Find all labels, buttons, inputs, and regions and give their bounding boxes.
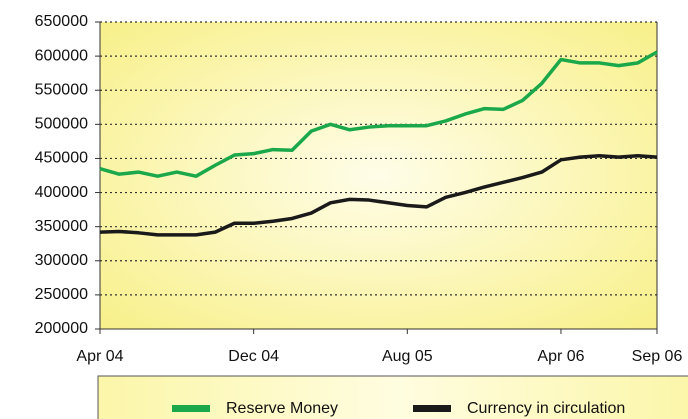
y-tick-label: 250000 bbox=[35, 286, 88, 303]
x-tick-label: Apr 04 bbox=[76, 348, 123, 365]
legend-swatch bbox=[172, 405, 210, 412]
x-tick-label: Sep 06 bbox=[632, 348, 683, 365]
x-tick-label: Dec 04 bbox=[228, 348, 279, 365]
y-tick-label: 450000 bbox=[35, 150, 88, 167]
series-line bbox=[99, 50, 658, 178]
y-tick-label: 550000 bbox=[35, 81, 88, 98]
y-tick-label: 500000 bbox=[35, 116, 88, 133]
y-tick-label: 600000 bbox=[35, 47, 88, 64]
legend-label: Reserve Money bbox=[226, 400, 338, 417]
y-tick-label: 300000 bbox=[35, 252, 88, 269]
legend-label: Currency in circulation bbox=[467, 400, 625, 417]
series-line bbox=[99, 153, 658, 237]
legend-swatch bbox=[413, 405, 451, 412]
y-tick-label: 650000 bbox=[35, 13, 88, 30]
plot-area bbox=[100, 22, 657, 329]
x-tick-label: Apr 06 bbox=[537, 348, 584, 365]
x-tick-label: Aug 05 bbox=[382, 348, 433, 365]
y-tick-label: 200000 bbox=[35, 320, 88, 337]
y-tick-label: 400000 bbox=[35, 184, 88, 201]
y-tick-label: 350000 bbox=[35, 218, 88, 235]
